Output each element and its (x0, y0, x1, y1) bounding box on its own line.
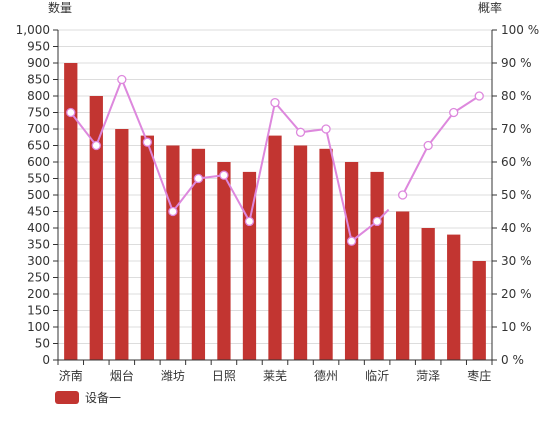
left-tick-label: 750 (27, 106, 50, 120)
x-tick-label: 烟台 (110, 368, 134, 383)
line-point[interactable] (423, 140, 433, 151)
left-tick-label: 250 (27, 271, 50, 285)
line-series-path (401, 95, 480, 196)
x-tick-label: 潍坊 (161, 368, 185, 383)
line-point[interactable] (346, 236, 357, 246)
legend-swatch[interactable] (55, 391, 79, 404)
line-point[interactable] (244, 216, 255, 227)
legend-label[interactable]: 设备一 (85, 391, 121, 405)
right-tick-label: 100 % (501, 23, 539, 37)
line-point[interactable] (66, 107, 76, 118)
line-point[interactable] (91, 140, 101, 151)
right-tick-label: 30 % (501, 254, 532, 268)
bar[interactable] (447, 234, 461, 360)
line-point[interactable] (449, 107, 459, 118)
x-tick-label: 德州 (314, 368, 338, 383)
x-tick-label: 临沂 (365, 369, 389, 383)
x-tick-label: 日照 (212, 369, 236, 383)
left-tick-label: 550 (27, 172, 50, 186)
line-point[interactable] (117, 74, 127, 85)
left-tick-label: 300 (27, 254, 50, 268)
line-point[interactable] (321, 124, 331, 134)
right-tick-label: 40 % (501, 221, 532, 235)
line-point[interactable] (219, 170, 229, 180)
left-tick-label: 0 (42, 353, 50, 367)
left-tick-label: 500 (27, 188, 50, 202)
x-tick-label: 枣庄 (467, 368, 491, 383)
left-tick-label: 450 (27, 205, 50, 219)
bar[interactable] (217, 162, 231, 360)
bar[interactable] (268, 135, 282, 360)
bar[interactable] (344, 162, 359, 360)
bar[interactable] (115, 129, 129, 360)
left-tick-label: 800 (27, 89, 50, 103)
left-tick-label: 650 (27, 139, 50, 153)
line-point[interactable] (474, 91, 484, 101)
line-point[interactable] (397, 190, 408, 200)
bar[interactable] (472, 261, 486, 360)
left-tick-label: 50 (35, 337, 50, 351)
bar[interactable] (396, 211, 410, 361)
bar[interactable] (421, 228, 435, 360)
bar[interactable] (166, 145, 180, 361)
left-tick-label: 600 (27, 155, 50, 169)
line-point[interactable] (168, 206, 178, 217)
bar[interactable] (293, 145, 308, 361)
left-tick-label: 200 (27, 287, 50, 301)
left-tick-label: 850 (27, 73, 50, 87)
right-tick-label: 10 % (501, 320, 532, 334)
left-tick-label: 950 (27, 40, 50, 54)
right-tick-label: 70 % (501, 122, 532, 136)
x-tick-label: 菏泽 (416, 369, 440, 383)
left-tick-label: 700 (27, 122, 50, 136)
left-axis-title: 数量 (48, 0, 72, 15)
bar[interactable] (370, 171, 384, 360)
bar[interactable] (191, 148, 206, 360)
line-point[interactable] (295, 127, 306, 137)
left-tick-label: 100 (27, 320, 50, 334)
right-tick-label: 60 % (501, 155, 532, 169)
right-tick-label: 50 % (501, 188, 532, 202)
bar[interactable] (89, 96, 103, 360)
legend[interactable]: 设备一 (55, 391, 121, 405)
right-tick-label: 90 % (501, 56, 532, 70)
right-axis-title: 概率 (478, 0, 502, 15)
line-point[interactable] (372, 216, 382, 227)
x-tick-label: 莱芜 (263, 369, 287, 383)
left-tick-label: 150 (27, 304, 50, 318)
left-tick-label: 350 (27, 238, 50, 252)
bar[interactable] (319, 148, 333, 360)
line-point[interactable] (142, 137, 153, 147)
right-tick-label: 80 % (501, 89, 532, 103)
left-tick-label: 400 (27, 221, 50, 235)
bar[interactable] (64, 63, 78, 360)
right-tick-label: 0 % (501, 353, 524, 367)
left-tick-label: 1,000 (16, 23, 50, 37)
bar[interactable] (140, 135, 154, 360)
left-tick-label: 900 (27, 56, 50, 70)
x-tick-label: 济南 (59, 368, 83, 383)
line-point[interactable] (193, 173, 204, 184)
right-tick-label: 20 % (501, 287, 532, 301)
line-point[interactable] (270, 97, 280, 108)
